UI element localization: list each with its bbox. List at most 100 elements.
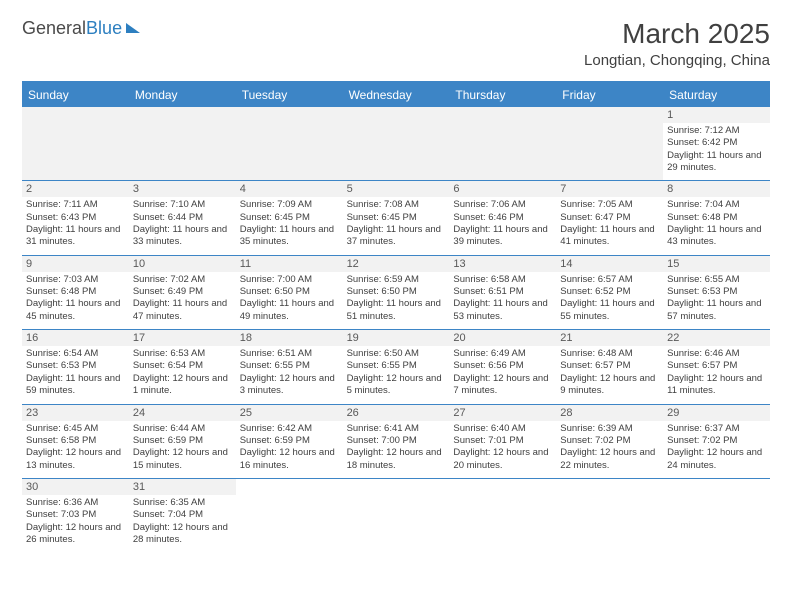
sunset-text: Sunset: 6:43 PM xyxy=(26,212,125,224)
cell-content: Sunrise: 6:36 AMSunset: 7:03 PMDaylight:… xyxy=(26,497,125,546)
cell-content: Sunrise: 6:44 AMSunset: 6:59 PMDaylight:… xyxy=(133,423,232,472)
sunset-text: Sunset: 6:46 PM xyxy=(453,212,552,224)
cell-content: Sunrise: 6:49 AMSunset: 6:56 PMDaylight:… xyxy=(453,348,552,397)
sunset-text: Sunset: 6:59 PM xyxy=(240,435,339,447)
calendar-cell xyxy=(236,479,343,552)
day-number: 21 xyxy=(556,330,663,346)
sunrise-text: Sunrise: 6:54 AM xyxy=(26,348,125,360)
cell-content: Sunrise: 6:59 AMSunset: 6:50 PMDaylight:… xyxy=(347,274,446,323)
daylight-text: Daylight: 12 hours and 26 minutes. xyxy=(26,522,125,547)
day-number: 7 xyxy=(556,181,663,197)
calendar: SundayMondayTuesdayWednesdayThursdayFrid… xyxy=(22,81,770,552)
day-number: 8 xyxy=(663,181,770,197)
daylight-text: Daylight: 12 hours and 1 minute. xyxy=(133,373,232,398)
calendar-cell xyxy=(343,107,450,180)
day-number: 31 xyxy=(129,479,236,495)
sunrise-text: Sunrise: 7:10 AM xyxy=(133,199,232,211)
daylight-text: Daylight: 12 hours and 18 minutes. xyxy=(347,447,446,472)
logo-flag-icon xyxy=(126,23,140,33)
logo: GeneralBlue xyxy=(22,18,140,39)
daylight-text: Daylight: 11 hours and 41 minutes. xyxy=(560,224,659,249)
daylight-text: Daylight: 11 hours and 35 minutes. xyxy=(240,224,339,249)
sunrise-text: Sunrise: 6:53 AM xyxy=(133,348,232,360)
calendar-cell: 28Sunrise: 6:39 AMSunset: 7:02 PMDayligh… xyxy=(556,405,663,478)
calendar-cell: 8 Sunrise: 7:04 AMSunset: 6:48 PMDaylight… xyxy=(663,181,770,254)
calendar-cell: 27Sunrise: 6:40 AMSunset: 7:01 PMDayligh… xyxy=(449,405,556,478)
day-number: 2 xyxy=(22,181,129,197)
cell-content: Sunrise: 7:08 AMSunset: 6:45 PMDaylight:… xyxy=(347,199,446,248)
sunrise-text: Sunrise: 7:02 AM xyxy=(133,274,232,286)
calendar-cell xyxy=(449,479,556,552)
sunset-text: Sunset: 6:57 PM xyxy=(667,360,766,372)
calendar-cell xyxy=(556,107,663,180)
day-header-saturday: Saturday xyxy=(663,83,770,107)
day-header-friday: Friday xyxy=(556,83,663,107)
calendar-cell xyxy=(129,107,236,180)
calendar-cell: 21Sunrise: 6:48 AMSunset: 6:57 PMDayligh… xyxy=(556,330,663,403)
day-number: 24 xyxy=(129,405,236,421)
sunrise-text: Sunrise: 6:57 AM xyxy=(560,274,659,286)
daylight-text: Daylight: 12 hours and 5 minutes. xyxy=(347,373,446,398)
sunset-text: Sunset: 7:02 PM xyxy=(560,435,659,447)
sunrise-text: Sunrise: 6:46 AM xyxy=(667,348,766,360)
daylight-text: Daylight: 12 hours and 7 minutes. xyxy=(453,373,552,398)
cell-content: Sunrise: 6:53 AMSunset: 6:54 PMDaylight:… xyxy=(133,348,232,397)
daylight-text: Daylight: 11 hours and 29 minutes. xyxy=(667,150,766,175)
sunset-text: Sunset: 6:45 PM xyxy=(240,212,339,224)
sunset-text: Sunset: 6:48 PM xyxy=(26,286,125,298)
day-number: 20 xyxy=(449,330,556,346)
day-header-tuesday: Tuesday xyxy=(236,83,343,107)
sunrise-text: Sunrise: 7:09 AM xyxy=(240,199,339,211)
sunset-text: Sunset: 6:59 PM xyxy=(133,435,232,447)
calendar-cell: 5Sunrise: 7:08 AMSunset: 6:45 PMDaylight… xyxy=(343,181,450,254)
page-title: March 2025 xyxy=(584,18,770,50)
sunrise-text: Sunrise: 6:40 AM xyxy=(453,423,552,435)
calendar-cell: 2 Sunrise: 7:11 AMSunset: 6:43 PMDaylight… xyxy=(22,181,129,254)
header: GeneralBlue March 2025 Longtian, Chongqi… xyxy=(22,18,770,69)
sunset-text: Sunset: 6:53 PM xyxy=(26,360,125,372)
day-number: 15 xyxy=(663,256,770,272)
daylight-text: Daylight: 11 hours and 33 minutes. xyxy=(133,224,232,249)
calendar-cell: 31Sunrise: 6:35 AMSunset: 7:04 PMDayligh… xyxy=(129,479,236,552)
week-row: 30Sunrise: 6:36 AMSunset: 7:03 PMDayligh… xyxy=(22,479,770,552)
sunrise-text: Sunrise: 7:03 AM xyxy=(26,274,125,286)
cell-content: Sunrise: 7:04 AMSunset: 6:48 PMDaylight:… xyxy=(667,199,766,248)
sunrise-text: Sunrise: 6:35 AM xyxy=(133,497,232,509)
cell-content: Sunrise: 7:12 AMSunset: 6:42 PMDaylight:… xyxy=(667,125,766,174)
sunset-text: Sunset: 7:01 PM xyxy=(453,435,552,447)
calendar-cell xyxy=(22,107,129,180)
sunrise-text: Sunrise: 7:11 AM xyxy=(26,199,125,211)
day-number: 1 xyxy=(663,107,770,123)
cell-content: Sunrise: 7:11 AMSunset: 6:43 PMDaylight:… xyxy=(26,199,125,248)
calendar-cell: 11 Sunrise: 7:00 AMSunset: 6:50 PMDayligh… xyxy=(236,256,343,329)
daylight-text: Daylight: 12 hours and 15 minutes. xyxy=(133,447,232,472)
sunset-text: Sunset: 7:02 PM xyxy=(667,435,766,447)
daylight-text: Daylight: 11 hours and 59 minutes. xyxy=(26,373,125,398)
daylight-text: Daylight: 11 hours and 53 minutes. xyxy=(453,298,552,323)
daylight-text: Daylight: 11 hours and 57 minutes. xyxy=(667,298,766,323)
day-number: 25 xyxy=(236,405,343,421)
day-header-row: SundayMondayTuesdayWednesdayThursdayFrid… xyxy=(22,83,770,107)
day-number: 23 xyxy=(22,405,129,421)
sunset-text: Sunset: 6:57 PM xyxy=(560,360,659,372)
sunrise-text: Sunrise: 6:55 AM xyxy=(667,274,766,286)
day-number: 12 xyxy=(343,256,450,272)
cell-content: Sunrise: 7:00 AMSunset: 6:50 PMDaylight:… xyxy=(240,274,339,323)
cell-content: Sunrise: 7:05 AMSunset: 6:47 PMDaylight:… xyxy=(560,199,659,248)
calendar-cell: 30Sunrise: 6:36 AMSunset: 7:03 PMDayligh… xyxy=(22,479,129,552)
day-number: 9 xyxy=(22,256,129,272)
week-row: 9 Sunrise: 7:03 AMSunset: 6:48 PM Daylight… xyxy=(22,256,770,330)
sunrise-text: Sunrise: 6:51 AM xyxy=(240,348,339,360)
sunrise-text: Sunrise: 7:05 AM xyxy=(560,199,659,211)
sunrise-text: Sunrise: 6:59 AM xyxy=(347,274,446,286)
calendar-cell: 14Sunrise: 6:57 AMSunset: 6:52 PMDayligh… xyxy=(556,256,663,329)
calendar-cell: 17Sunrise: 6:53 AMSunset: 6:54 PMDayligh… xyxy=(129,330,236,403)
daylight-text: Daylight: 12 hours and 13 minutes. xyxy=(26,447,125,472)
sunrise-text: Sunrise: 7:12 AM xyxy=(667,125,766,137)
day-number: 11 xyxy=(236,256,343,272)
daylight-text: Daylight: 12 hours and 20 minutes. xyxy=(453,447,552,472)
sunset-text: Sunset: 6:58 PM xyxy=(26,435,125,447)
calendar-cell: 9Sunrise: 7:03 AMSunset: 6:48 PMDaylight… xyxy=(22,256,129,329)
daylight-text: Daylight: 11 hours and 37 minutes. xyxy=(347,224,446,249)
calendar-cell: 19Sunrise: 6:50 AMSunset: 6:55 PMDayligh… xyxy=(343,330,450,403)
